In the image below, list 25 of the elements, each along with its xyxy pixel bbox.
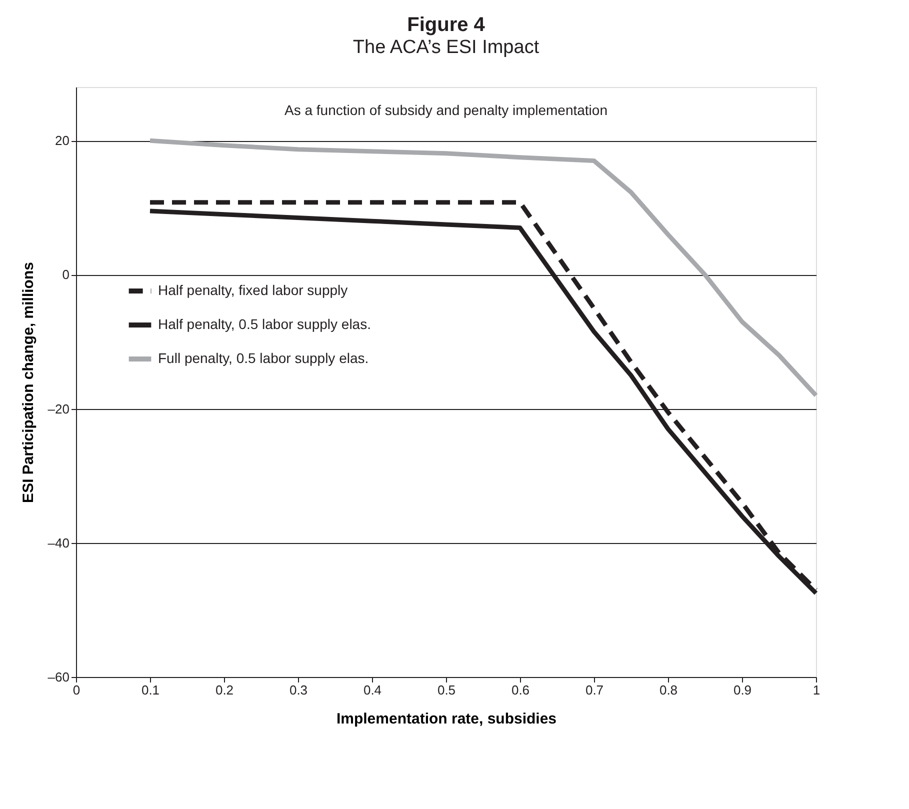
legend-label: Half penalty, fixed labor supply bbox=[158, 282, 348, 298]
y-tick-label: –40 bbox=[48, 535, 70, 550]
y-tick-label: 20 bbox=[55, 133, 70, 148]
x-axis-title: Implementation rate, subsidies bbox=[336, 710, 557, 728]
y-tick-label: 0 bbox=[62, 267, 70, 282]
legend-label: Full penalty, 0.5 labor supply elas. bbox=[158, 350, 369, 366]
x-tick-label: 0.6 bbox=[511, 682, 530, 698]
chart-subtitle: The ACA’s ESI Impact bbox=[352, 37, 540, 58]
y-tick-label: –20 bbox=[48, 401, 70, 416]
x-tick-label: 0.9 bbox=[733, 682, 752, 698]
x-tick-label: 0.8 bbox=[659, 682, 678, 698]
x-tick-label: 0.5 bbox=[437, 682, 456, 698]
x-tick-label: 0 bbox=[72, 682, 80, 698]
annotation: As a function of subsidy and penalty implementation bbox=[284, 102, 608, 118]
x-tick-label: 0.2 bbox=[215, 682, 234, 698]
x-tick-label: 0.4 bbox=[363, 682, 382, 698]
x-tick-label: 0.7 bbox=[585, 682, 604, 698]
x-tick-label: 0.3 bbox=[289, 682, 308, 698]
line-series bbox=[148, 138, 818, 398]
x-tick-label: 0.1 bbox=[141, 682, 160, 698]
y-axis-title: ESI Participation change, millions bbox=[20, 262, 37, 503]
x-tick-label: 1 bbox=[812, 682, 820, 698]
legend-label: Half penalty, 0.5 labor supply elas. bbox=[158, 316, 371, 332]
y-tick-label: –60 bbox=[48, 670, 70, 684]
chart-title: Figure 4 bbox=[407, 14, 486, 36]
